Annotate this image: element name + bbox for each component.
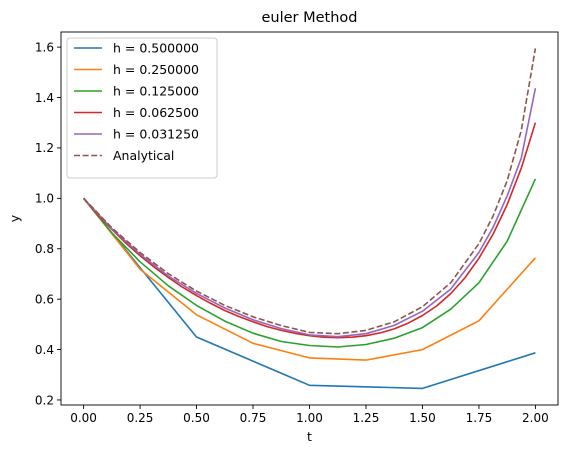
y-axis-label: y — [7, 214, 22, 222]
x-tick-label: 0.75 — [240, 411, 267, 425]
legend-label: h = 0.062500 — [113, 105, 199, 120]
y-tick-label: 0.2 — [35, 393, 54, 407]
y-tick-label: 1.6 — [35, 40, 54, 54]
series-line-1 — [82, 197, 536, 390]
x-tick-label: 2.00 — [522, 411, 549, 425]
x-tick-label: 0.00 — [70, 411, 97, 425]
x-tick-label: 0.25 — [127, 411, 154, 425]
x-tick-label: 0.50 — [183, 411, 210, 425]
series-line-5 — [83, 88, 537, 338]
x-tick-label: 1.75 — [466, 411, 493, 425]
series-line-6 — [83, 48, 537, 335]
y-tick-label: 1.0 — [35, 192, 54, 206]
y-tick-label: 1.4 — [35, 91, 54, 105]
x-axis: 0.00 0.25 0.50 0.75 1.00 1.25 1.50 1.75 2.00 — [70, 405, 549, 425]
y-tick-label: 0.8 — [35, 242, 54, 256]
y-tick-label: 0.4 — [35, 343, 54, 357]
chart-title: euler Method — [261, 10, 357, 26]
plot-lines — [82, 48, 537, 390]
series-line-3 — [82, 178, 537, 348]
legend-label: Analytical — [113, 148, 174, 163]
legend-box — [66, 37, 218, 179]
legend-label: h = 0.031250 — [113, 127, 199, 142]
x-axis-label: t — [307, 429, 312, 444]
series-line-2 — [82, 197, 536, 361]
legend-label: h = 0.500000 — [113, 41, 199, 56]
legend-label: h = 0.250000 — [113, 62, 199, 77]
x-tick-label: 1.50 — [409, 411, 436, 425]
x-tick-label: 1.00 — [296, 411, 323, 425]
y-tick-label: 0.6 — [35, 292, 54, 306]
y-axis: 0.2 0.4 0.6 0.8 1.0 1.2 1.4 1.6 — [35, 40, 61, 407]
x-tick-label: 1.25 — [353, 411, 380, 425]
legend: h = 0.500000 h = 0.250000 h = 0.125000 h = … — [66, 37, 218, 179]
legend-label: h = 0.125000 — [113, 84, 199, 99]
y-tick-label: 1.2 — [35, 141, 54, 155]
